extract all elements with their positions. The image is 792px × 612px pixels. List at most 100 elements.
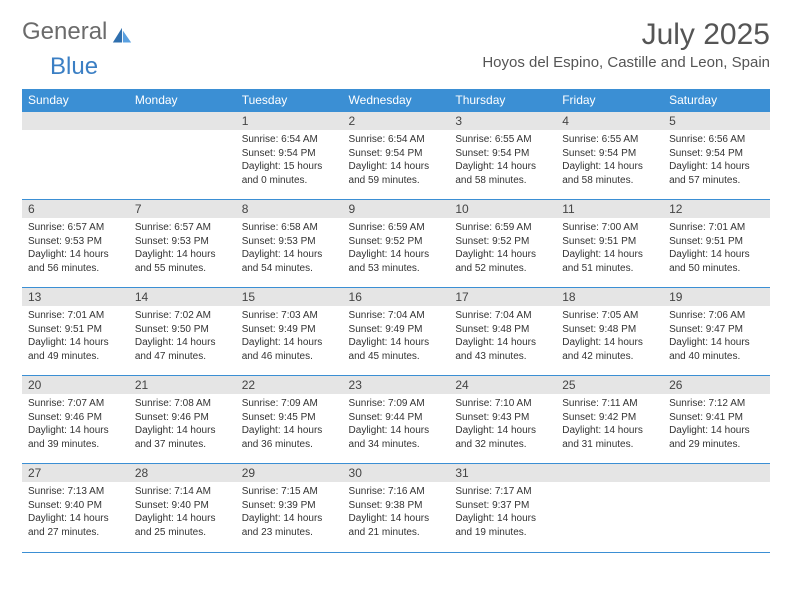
day-header: Monday bbox=[129, 89, 236, 112]
day-details: Sunrise: 7:07 AMSunset: 9:46 PMDaylight:… bbox=[22, 394, 129, 453]
sunset-line: Sunset: 9:52 PM bbox=[349, 235, 444, 249]
sunrise-line: Sunrise: 7:09 AM bbox=[349, 397, 444, 411]
day-cell: 17Sunrise: 7:04 AMSunset: 9:48 PMDayligh… bbox=[449, 288, 556, 376]
daylight-line: Daylight: 14 hours and 39 minutes. bbox=[28, 424, 123, 451]
day-cell: 18Sunrise: 7:05 AMSunset: 9:48 PMDayligh… bbox=[556, 288, 663, 376]
daylight-line: Daylight: 14 hours and 54 minutes. bbox=[242, 248, 337, 275]
brand-logo: General bbox=[22, 18, 135, 46]
day-header: Thursday bbox=[449, 89, 556, 112]
sunset-line: Sunset: 9:51 PM bbox=[669, 235, 764, 249]
day-details: Sunrise: 6:58 AMSunset: 9:53 PMDaylight:… bbox=[236, 218, 343, 277]
sunrise-line: Sunrise: 6:54 AM bbox=[349, 133, 444, 147]
daylight-line: Daylight: 14 hours and 51 minutes. bbox=[562, 248, 657, 275]
day-details: Sunrise: 6:57 AMSunset: 9:53 PMDaylight:… bbox=[22, 218, 129, 277]
sunset-line: Sunset: 9:48 PM bbox=[455, 323, 550, 337]
daylight-line: Daylight: 14 hours and 31 minutes. bbox=[562, 424, 657, 451]
sunset-line: Sunset: 9:49 PM bbox=[349, 323, 444, 337]
day-details: Sunrise: 6:59 AMSunset: 9:52 PMDaylight:… bbox=[343, 218, 450, 277]
day-number: 25 bbox=[556, 376, 663, 394]
day-details: Sunrise: 7:17 AMSunset: 9:37 PMDaylight:… bbox=[449, 482, 556, 541]
day-details: Sunrise: 6:55 AMSunset: 9:54 PMDaylight:… bbox=[449, 130, 556, 189]
calendar-table: Sunday Monday Tuesday Wednesday Thursday… bbox=[22, 89, 770, 552]
sunrise-line: Sunrise: 7:03 AM bbox=[242, 309, 337, 323]
day-details: Sunrise: 6:55 AMSunset: 9:54 PMDaylight:… bbox=[556, 130, 663, 189]
sunrise-line: Sunrise: 7:00 AM bbox=[562, 221, 657, 235]
day-number: 7 bbox=[129, 200, 236, 218]
day-details: Sunrise: 6:56 AMSunset: 9:54 PMDaylight:… bbox=[663, 130, 770, 189]
sunrise-line: Sunrise: 7:04 AM bbox=[455, 309, 550, 323]
empty-day bbox=[22, 112, 129, 130]
daylight-line: Daylight: 15 hours and 0 minutes. bbox=[242, 160, 337, 187]
day-details: Sunrise: 7:16 AMSunset: 9:38 PMDaylight:… bbox=[343, 482, 450, 541]
sunrise-line: Sunrise: 7:01 AM bbox=[28, 309, 123, 323]
week-row: 27Sunrise: 7:13 AMSunset: 9:40 PMDayligh… bbox=[22, 464, 770, 552]
calendar-body: 1Sunrise: 6:54 AMSunset: 9:54 PMDaylight… bbox=[22, 112, 770, 552]
day-number: 24 bbox=[449, 376, 556, 394]
day-number: 8 bbox=[236, 200, 343, 218]
sunrise-line: Sunrise: 6:57 AM bbox=[135, 221, 230, 235]
daylight-line: Daylight: 14 hours and 21 minutes. bbox=[349, 512, 444, 539]
brand-part1: General bbox=[22, 18, 107, 46]
sunrise-line: Sunrise: 7:08 AM bbox=[135, 397, 230, 411]
day-details: Sunrise: 7:06 AMSunset: 9:47 PMDaylight:… bbox=[663, 306, 770, 365]
day-cell: 10Sunrise: 6:59 AMSunset: 9:52 PMDayligh… bbox=[449, 200, 556, 288]
daylight-line: Daylight: 14 hours and 32 minutes. bbox=[455, 424, 550, 451]
day-number: 30 bbox=[343, 464, 450, 482]
day-number: 23 bbox=[343, 376, 450, 394]
day-details: Sunrise: 7:13 AMSunset: 9:40 PMDaylight:… bbox=[22, 482, 129, 541]
daylight-line: Daylight: 14 hours and 43 minutes. bbox=[455, 336, 550, 363]
day-cell: 29Sunrise: 7:15 AMSunset: 9:39 PMDayligh… bbox=[236, 464, 343, 552]
logo-sail-icon bbox=[111, 23, 133, 41]
day-cell bbox=[129, 112, 236, 200]
sunrise-line: Sunrise: 6:59 AM bbox=[455, 221, 550, 235]
day-details: Sunrise: 7:11 AMSunset: 9:42 PMDaylight:… bbox=[556, 394, 663, 453]
empty-day bbox=[663, 464, 770, 482]
sunset-line: Sunset: 9:38 PM bbox=[349, 499, 444, 513]
day-number: 21 bbox=[129, 376, 236, 394]
sunset-line: Sunset: 9:43 PM bbox=[455, 411, 550, 425]
day-details: Sunrise: 6:54 AMSunset: 9:54 PMDaylight:… bbox=[236, 130, 343, 189]
day-number: 6 bbox=[22, 200, 129, 218]
sunrise-line: Sunrise: 7:04 AM bbox=[349, 309, 444, 323]
day-details: Sunrise: 6:59 AMSunset: 9:52 PMDaylight:… bbox=[449, 218, 556, 277]
sunset-line: Sunset: 9:54 PM bbox=[349, 147, 444, 161]
sunrise-line: Sunrise: 7:09 AM bbox=[242, 397, 337, 411]
sunset-line: Sunset: 9:53 PM bbox=[242, 235, 337, 249]
sunset-line: Sunset: 9:47 PM bbox=[669, 323, 764, 337]
sunset-line: Sunset: 9:42 PM bbox=[562, 411, 657, 425]
day-cell: 2Sunrise: 6:54 AMSunset: 9:54 PMDaylight… bbox=[343, 112, 450, 200]
day-header: Friday bbox=[556, 89, 663, 112]
day-cell: 28Sunrise: 7:14 AMSunset: 9:40 PMDayligh… bbox=[129, 464, 236, 552]
day-number: 27 bbox=[22, 464, 129, 482]
day-cell: 8Sunrise: 6:58 AMSunset: 9:53 PMDaylight… bbox=[236, 200, 343, 288]
day-cell: 25Sunrise: 7:11 AMSunset: 9:42 PMDayligh… bbox=[556, 376, 663, 464]
sunset-line: Sunset: 9:37 PM bbox=[455, 499, 550, 513]
day-number: 26 bbox=[663, 376, 770, 394]
day-cell: 5Sunrise: 6:56 AMSunset: 9:54 PMDaylight… bbox=[663, 112, 770, 200]
day-number: 14 bbox=[129, 288, 236, 306]
sunset-line: Sunset: 9:48 PM bbox=[562, 323, 657, 337]
day-cell: 23Sunrise: 7:09 AMSunset: 9:44 PMDayligh… bbox=[343, 376, 450, 464]
day-cell: 20Sunrise: 7:07 AMSunset: 9:46 PMDayligh… bbox=[22, 376, 129, 464]
sunset-line: Sunset: 9:52 PM bbox=[455, 235, 550, 249]
sunrise-line: Sunrise: 7:06 AM bbox=[669, 309, 764, 323]
day-details: Sunrise: 7:04 AMSunset: 9:48 PMDaylight:… bbox=[449, 306, 556, 365]
day-number: 10 bbox=[449, 200, 556, 218]
day-number: 1 bbox=[236, 112, 343, 130]
day-number: 19 bbox=[663, 288, 770, 306]
week-row: 6Sunrise: 6:57 AMSunset: 9:53 PMDaylight… bbox=[22, 200, 770, 288]
sunrise-line: Sunrise: 6:58 AM bbox=[242, 221, 337, 235]
daylight-line: Daylight: 14 hours and 40 minutes. bbox=[669, 336, 764, 363]
day-cell: 24Sunrise: 7:10 AMSunset: 9:43 PMDayligh… bbox=[449, 376, 556, 464]
day-details: Sunrise: 7:12 AMSunset: 9:41 PMDaylight:… bbox=[663, 394, 770, 453]
day-details: Sunrise: 7:05 AMSunset: 9:48 PMDaylight:… bbox=[556, 306, 663, 365]
day-details: Sunrise: 7:03 AMSunset: 9:49 PMDaylight:… bbox=[236, 306, 343, 365]
day-cell: 26Sunrise: 7:12 AMSunset: 9:41 PMDayligh… bbox=[663, 376, 770, 464]
day-number: 31 bbox=[449, 464, 556, 482]
day-cell: 31Sunrise: 7:17 AMSunset: 9:37 PMDayligh… bbox=[449, 464, 556, 552]
sunrise-line: Sunrise: 7:13 AM bbox=[28, 485, 123, 499]
daylight-line: Daylight: 14 hours and 25 minutes. bbox=[135, 512, 230, 539]
brand-part2: Blue bbox=[50, 53, 98, 80]
sunrise-line: Sunrise: 6:57 AM bbox=[28, 221, 123, 235]
daylight-line: Daylight: 14 hours and 50 minutes. bbox=[669, 248, 764, 275]
